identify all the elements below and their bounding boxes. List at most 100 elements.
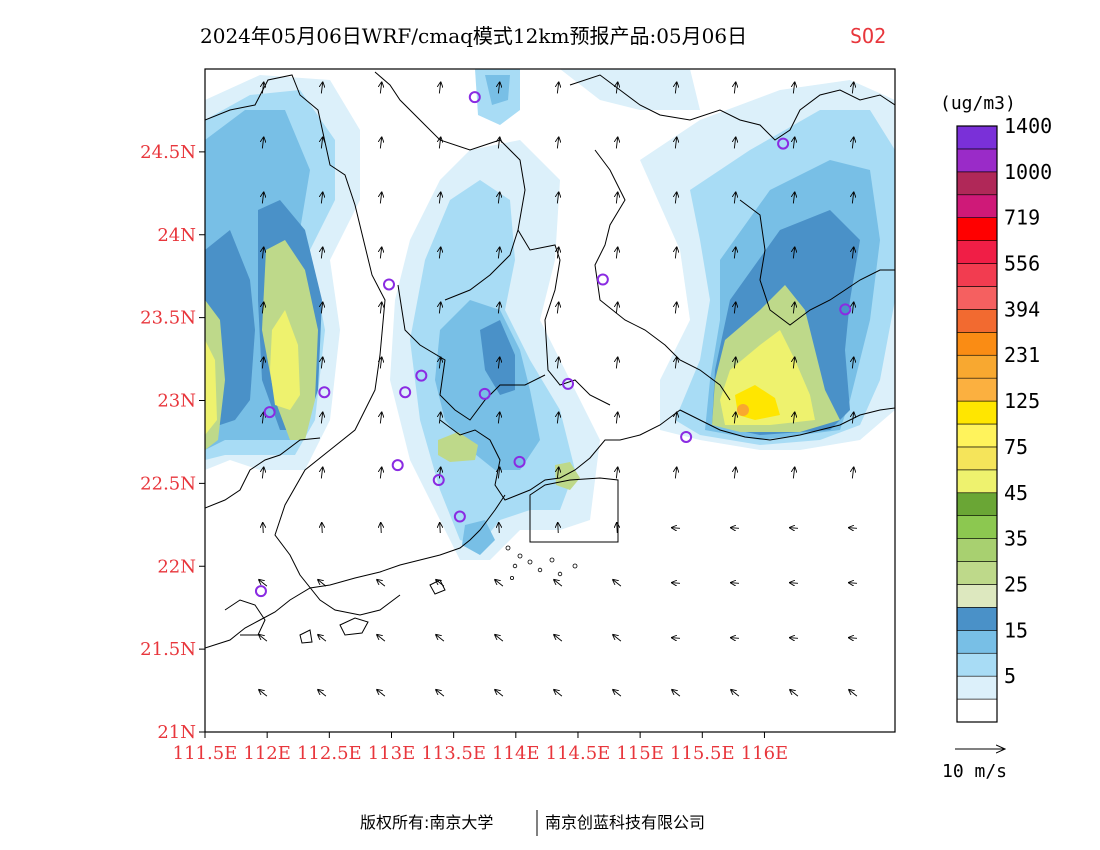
wind-arrow (439, 193, 440, 204)
legend-color-bin (956, 377, 998, 402)
wind-arrow (262, 248, 263, 259)
legend-bins: 5 15 25 35 45 75 125 231 394 556 719 1000 1400 (956, 114, 1052, 723)
legend-color-bin (956, 309, 998, 333)
leizhou-coast (224, 599, 266, 636)
monitoring-station-marker (680, 430, 693, 443)
wind-arrow (498, 358, 499, 369)
monitoring-station-marker (468, 91, 481, 104)
monitoring-station-marker (596, 273, 609, 286)
wind-arrow (731, 690, 740, 697)
central-north-boundary (374, 71, 611, 406)
legend-color-bin (956, 400, 998, 425)
legend-color-bin (956, 584, 998, 608)
wind-arrow (731, 528, 740, 529)
wind-arrow (852, 193, 853, 204)
wind-arrow (321, 193, 322, 204)
wind-arrow (495, 690, 504, 697)
wind-arrow (377, 580, 386, 587)
wind-arrow (793, 303, 794, 314)
wind-arrow (436, 635, 445, 642)
wind-arrow (675, 413, 676, 424)
color-legend: (ug/m3) 5 15 25 35 45 75 125 231 394 556 719 1000 14… (940, 93, 1052, 723)
lat-tick-label: 21N (157, 722, 196, 743)
islet (537, 567, 543, 573)
wind-arrow (849, 638, 858, 639)
wind-arrow (380, 303, 381, 314)
wind-arrow (675, 138, 676, 149)
monitoring-station-marker (839, 303, 852, 316)
legend-color-bin (956, 515, 998, 539)
copyright-company: 南京创蓝科技有限公司 (545, 813, 705, 832)
wind-arrow (557, 303, 558, 314)
wind-arrow (675, 468, 676, 479)
wind-arrow (852, 413, 853, 424)
wind-arrow (380, 468, 381, 479)
wind-arrow (262, 413, 263, 424)
longitude-axis: 111.5E 112E 112.5E 113E 113.5E 114E 114.5E 115E… (173, 732, 788, 764)
wind-arrow (262, 303, 263, 314)
wind-arrow (262, 468, 263, 479)
wind-arrow (380, 83, 381, 94)
lon-tick-label: 111.5E (173, 743, 238, 764)
wind-arrow (734, 193, 735, 204)
legend-value-label: 394 (1004, 297, 1040, 321)
wind-arrow (498, 83, 499, 94)
wind-arrow (616, 138, 617, 149)
wind-arrow (380, 138, 381, 149)
wind-arrow (498, 413, 499, 424)
wind-arrow (790, 583, 799, 584)
lon-tick-label: 114E (492, 743, 540, 764)
legend-value-label: 719 (1004, 206, 1040, 230)
legend-value-label: 45 (1004, 481, 1028, 505)
wind-arrow (380, 193, 381, 204)
islet (505, 545, 511, 551)
wind-arrow (675, 303, 676, 314)
legend-unit: (ug/m3) (940, 93, 1016, 114)
wind-arrow (616, 358, 617, 369)
wind-arrow (318, 690, 327, 697)
legend-value-label: 15 (1004, 618, 1028, 642)
east-inner-boundary (594, 149, 731, 401)
legend-color-bin (956, 171, 998, 196)
wind-arrow (498, 468, 499, 479)
wind-arrow (321, 83, 322, 94)
wind-arrow (616, 248, 617, 259)
wind-arrow (675, 248, 676, 259)
wind-arrow (616, 83, 617, 94)
monitoring-station-marker (432, 474, 445, 487)
legend-color-bin (956, 286, 998, 310)
plume-central-blue (435, 300, 540, 470)
wind-arrow (498, 138, 499, 149)
islet (549, 557, 555, 563)
pollutant-species: SO2 (850, 24, 886, 48)
monitoring-station-marker (453, 510, 466, 523)
wind-arrow (616, 468, 617, 479)
legend-value-label: 5 (1004, 664, 1016, 688)
wind-arrow (439, 248, 440, 259)
plume-pearl-blue (462, 520, 495, 555)
wind-arrow (675, 358, 676, 369)
legend-color-bin (956, 194, 998, 218)
wind-arrow (672, 583, 681, 584)
northwest-boundary (205, 74, 401, 616)
wind-arrow (852, 303, 853, 314)
boundary-lines (205, 71, 895, 649)
island-b (299, 629, 313, 644)
monitoring-station-marker (318, 386, 331, 399)
lon-tick-label: 115E (616, 743, 664, 764)
wind-arrow (613, 690, 622, 697)
wind-arrow (439, 303, 440, 314)
legend-color-bin (956, 354, 998, 379)
inner-boundary-a (397, 284, 546, 421)
legend-color-bin (956, 561, 998, 585)
monitoring-station-marker (263, 406, 276, 419)
wind-arrow (495, 580, 504, 587)
copyright-owner: 版权所有:南京大学 (360, 813, 493, 832)
plume-north-right (560, 69, 700, 110)
hk-boundary (529, 477, 619, 543)
islet (517, 553, 523, 559)
inner-boundary-b (444, 229, 519, 301)
wind-arrow (672, 528, 681, 529)
wind-arrow (557, 468, 558, 479)
